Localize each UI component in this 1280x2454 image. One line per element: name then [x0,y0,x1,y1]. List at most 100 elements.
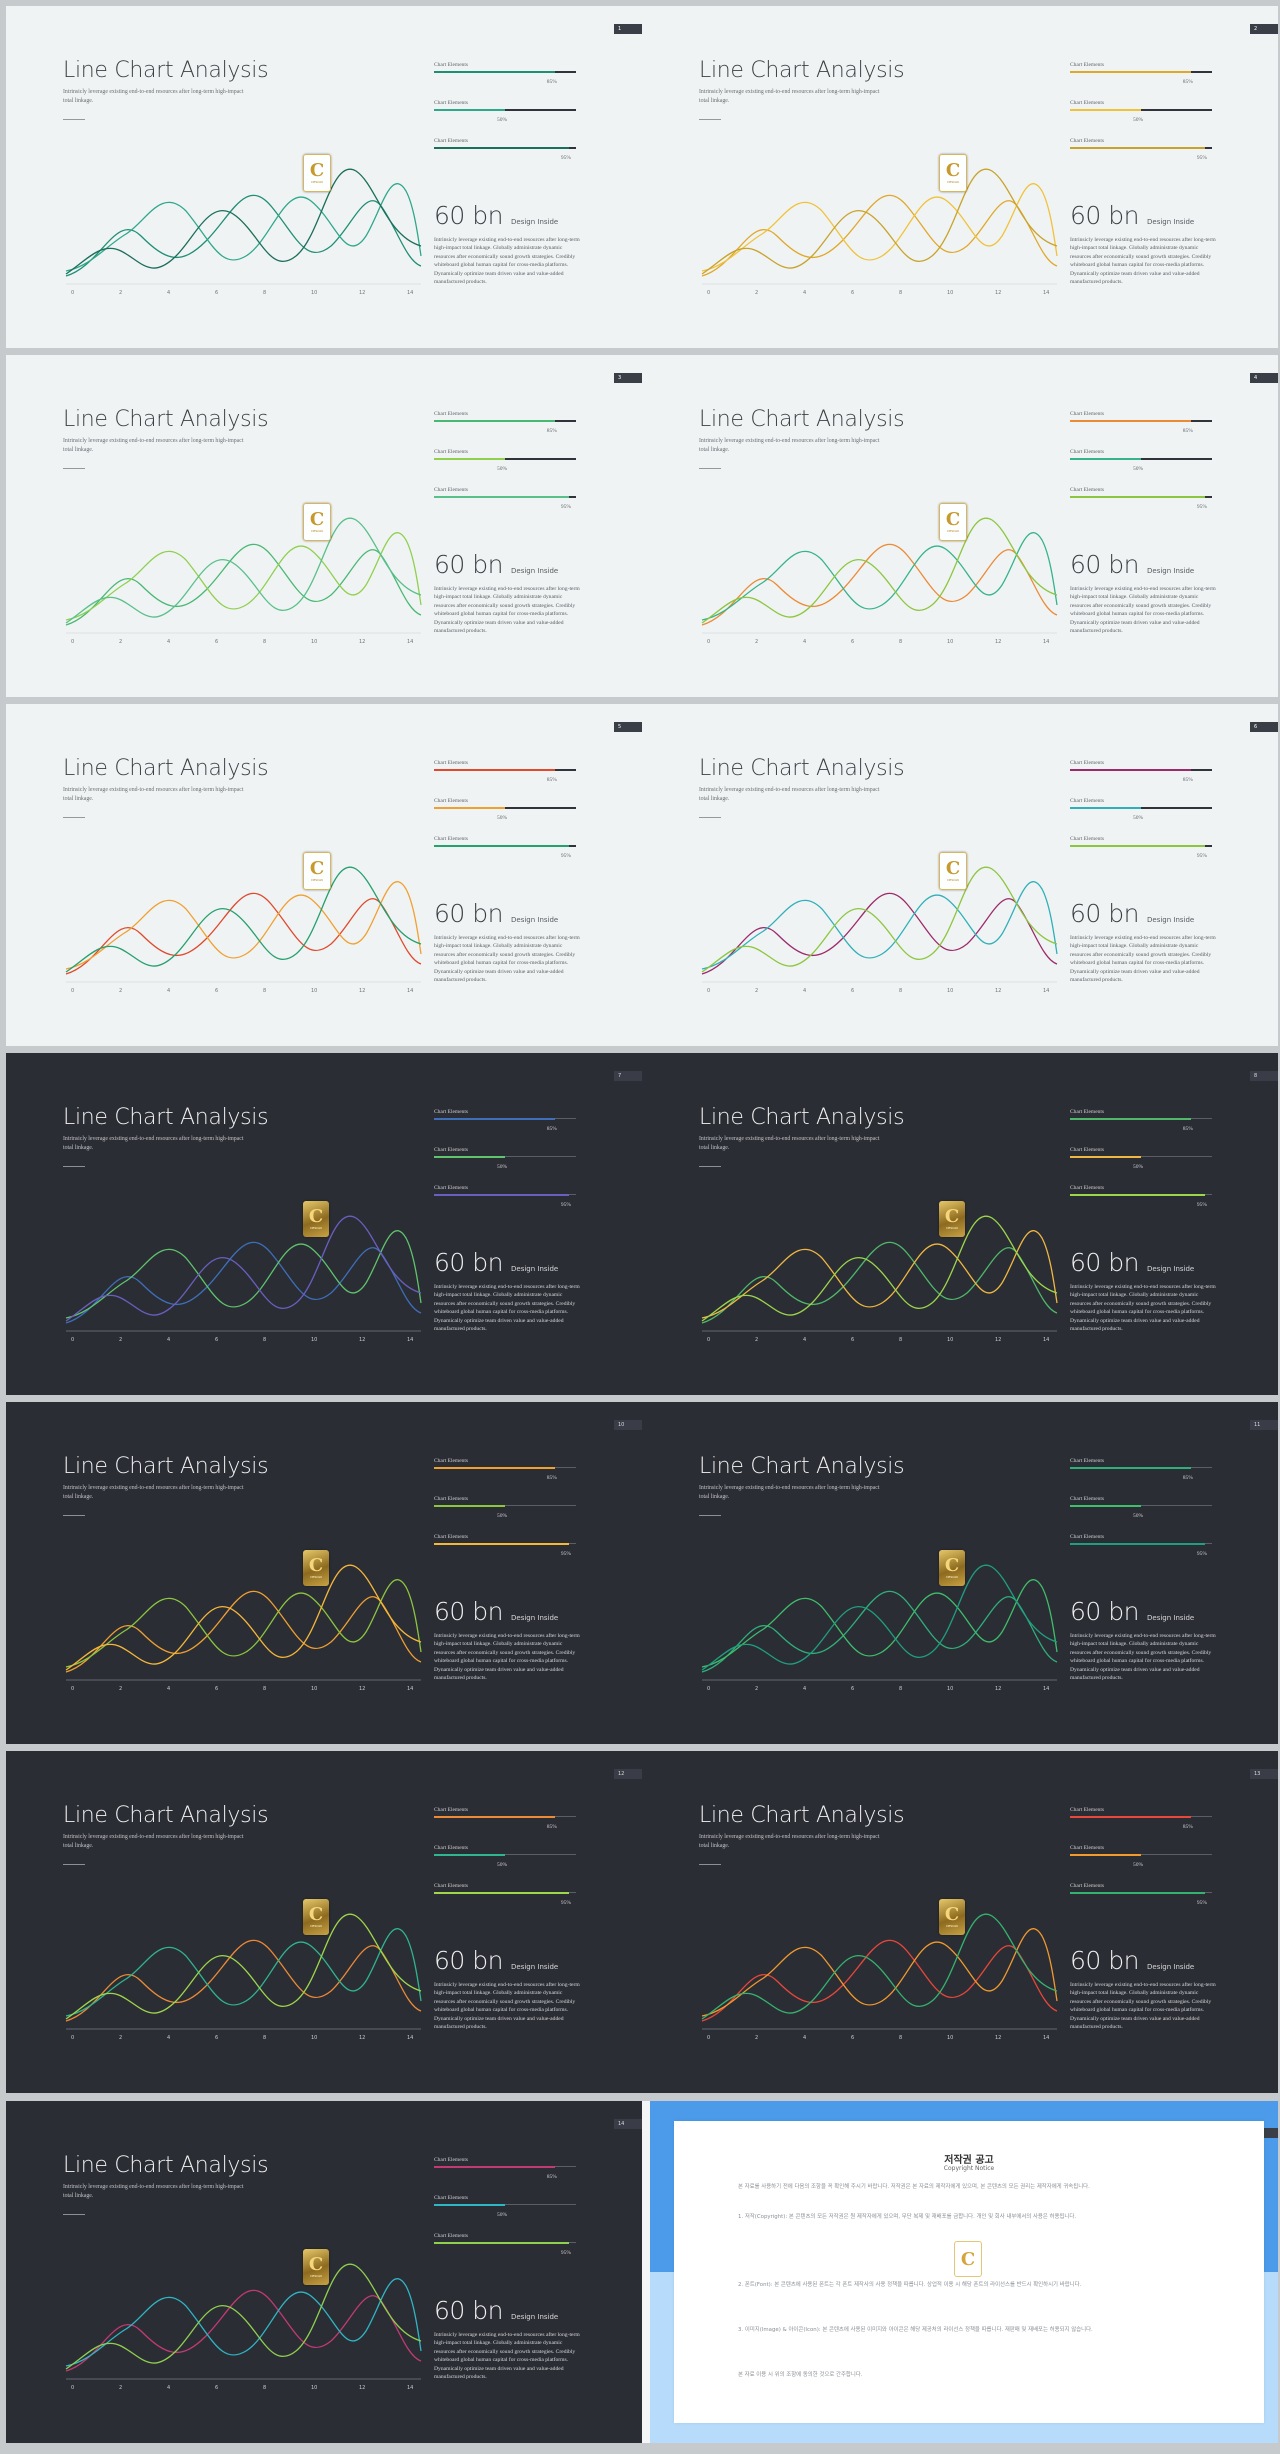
chart-series-line-1 [701,892,1058,975]
line-chart: 0 2 4 6 8 10 12 14 [701,1913,1058,2041]
title-divider [699,1515,721,1516]
chart-series-line-3 [65,517,422,624]
x-tick-label: 14 [407,290,413,296]
bar-label: Chart Elements [1070,1458,1105,1464]
x-tick-label: 10 [311,639,317,645]
chart-element-bar: Chart Elements 50% [434,100,584,138]
slide-subtitle: Intrinsicly leverage existing end-to-end… [63,2184,244,2199]
copyright-paragraph: 본 자료 이용 시 위의 조항에 동의한 것으로 간주합니다. [738,2372,863,2378]
chart-series-line-1 [65,892,422,975]
bar-fill [434,845,569,847]
x-tick-label: 2 [755,1686,758,1692]
x-tick-label: 12 [359,2385,365,2391]
x-tick-label: 8 [899,988,902,994]
brand-logo: C DESIGN [303,1201,329,1237]
x-tick-label: 12 [995,988,1001,994]
chart-series-line-2 [65,2278,422,2367]
slide-title: Line Chart Analysis [699,58,905,83]
chart-series-line-3 [65,866,422,973]
copyright-paragraph: 2. 폰트(Font): 본 콘텐츠에 사용된 폰트는 각 폰트 제작사의 사용… [738,2282,1082,2288]
chart-series-line-2 [65,1230,422,1319]
body-paragraph: Intrinsicly leverage existing end-to-end… [1070,935,1216,984]
bar-fill [1070,109,1141,111]
body-paragraph: Intrinsicly leverage existing end-to-end… [434,935,580,984]
bar-track: 85% [434,1816,576,1830]
chart-element-bar: Chart Elements 95% [434,1534,584,1572]
x-tick-label: 4 [803,2035,806,2041]
logo-caption: DESIGN [946,1575,958,1579]
slide-8: 8 Line Chart Analysis Intrinsicly leverage… [642,1053,1278,1395]
chart-element-bar: Chart Elements 95% [434,1883,584,1921]
chart-series-line-3 [701,1215,1058,1322]
chart-element-bar: Chart Elements 50% [434,1496,584,1534]
chart-element-bar: Chart Elements 85% [434,760,584,798]
logo-caption: DESIGN [311,529,323,533]
bar-track: 85% [1070,1118,1212,1132]
bar-fill [434,1467,555,1469]
page-number-badge [1264,2128,1278,2138]
x-tick-label: 8 [263,2035,266,2041]
bar-track: 95% [434,147,576,161]
bar-track: 85% [1070,71,1212,85]
x-tick-label: 12 [359,1686,365,1692]
brand-logo: C DESIGN [939,1201,965,1237]
chart-element-bar: Chart Elements 85% [434,1109,584,1147]
bar-percent: 95% [560,1900,571,1906]
chart-element-bar: Chart Elements 50% [434,449,584,487]
x-tick-label: 8 [899,639,902,645]
x-tick-label: 14 [1043,1337,1049,1343]
x-tick-label: 4 [167,639,170,645]
bar-label: Chart Elements [1070,1534,1105,1540]
x-tick-label: 8 [263,290,266,296]
chart-element-bar: Chart Elements 50% [1070,1147,1220,1185]
bar-label: Chart Elements [1070,760,1105,766]
x-tick-label: 12 [995,639,1001,645]
bar-fill [1070,1543,1205,1545]
bar-percent: 95% [1196,1202,1207,1208]
bar-percent: 85% [1182,777,1193,783]
big-number-caption: Design Inside [1147,1265,1195,1273]
logo-letter: C [308,2254,324,2275]
x-tick-label: 6 [851,1686,854,1692]
line-chart: 0 2 4 6 8 10 12 14 [701,168,1058,296]
slide-12: 12 Line Chart Analysis Intrinsicly leverag… [6,1751,642,2093]
chart-series-line-2 [701,1928,1058,2017]
x-tick-label: 8 [899,1337,902,1343]
x-tick-label: 6 [215,639,218,645]
x-tick-label: 2 [119,1337,122,1343]
big-number-caption: Design Inside [1147,1963,1195,1971]
bar-percent: 50% [1133,1513,1144,1519]
logo-caption: DESIGN [310,2274,322,2278]
x-tick-label: 12 [995,2035,1001,2041]
slide-subtitle: Intrinsicly leverage existing end-to-end… [699,1485,880,1500]
bar-fill [434,2166,555,2168]
bar-track: 95% [434,496,576,510]
x-tick-label: 14 [407,1686,413,1692]
bar-track: 95% [434,1543,576,1557]
body-paragraph: Intrinsicly leverage existing end-to-end… [434,2332,580,2381]
line-chart: 0 2 4 6 8 10 12 14 [701,1215,1058,1343]
bar-label: Chart Elements [1070,1807,1105,1813]
bar-label: Chart Elements [434,100,469,106]
bar-label: Chart Elements [1070,100,1105,106]
x-tick-label: 14 [407,2385,413,2391]
logo-letter: C [945,160,961,181]
bar-track: 85% [1070,1467,1212,1481]
big-number: 60 bn [1070,201,1139,230]
bar-percent: 50% [497,1513,508,1519]
logo-letter: C [945,509,961,530]
bar-percent: 95% [560,504,571,510]
brand-logo: C DESIGN [303,2249,329,2285]
big-number: 60 bn [434,1597,503,1626]
x-tick-label: 6 [851,1337,854,1343]
line-chart: 0 2 4 6 8 10 12 14 [65,1215,422,1343]
page-number-badge: 12 [614,1769,642,1779]
x-tick-label: 14 [407,1337,413,1343]
bar-label: Chart Elements [434,449,469,455]
brand-logo: C DESIGN [939,503,967,541]
body-paragraph: Intrinsicly leverage existing end-to-end… [1070,1633,1216,1682]
bar-percent: 85% [546,79,557,85]
chart-element-bar: Chart Elements 85% [434,62,584,100]
x-tick-label: 8 [899,290,902,296]
